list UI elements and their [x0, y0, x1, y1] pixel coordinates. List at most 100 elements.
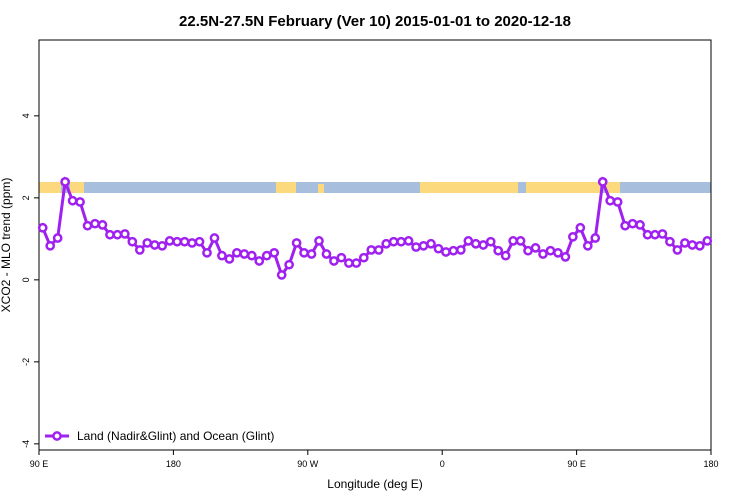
point [605, 195, 616, 206]
land-band [420, 182, 518, 193]
point [209, 233, 220, 243]
point [134, 245, 145, 255]
x-tick-label: 180 [166, 459, 181, 469]
point [672, 245, 683, 255]
point [433, 243, 444, 254]
point [329, 256, 339, 266]
point [508, 236, 518, 246]
point [366, 245, 377, 255]
point [284, 259, 294, 270]
land-band [70, 182, 84, 193]
point [500, 250, 511, 261]
point [373, 245, 384, 255]
point [418, 240, 429, 251]
point [553, 247, 563, 258]
point [306, 249, 317, 259]
point [351, 258, 362, 268]
point [75, 197, 85, 207]
x-tick-label: 0 [440, 459, 445, 469]
point [463, 236, 474, 246]
x-tick-label: 90 W [297, 459, 319, 469]
point [246, 250, 257, 261]
x-tick-label: 90 E [30, 459, 49, 469]
point [344, 258, 354, 268]
y-tick-label: -2 [21, 358, 31, 366]
x-tick-label: 90 E [567, 459, 586, 469]
point [261, 250, 272, 261]
point [575, 222, 586, 233]
point [665, 236, 675, 247]
point [523, 245, 533, 256]
point [149, 240, 160, 250]
point [269, 247, 280, 258]
point [52, 233, 63, 243]
chart-title: 22.5N-27.5N February (Ver 10) 2015-01-01… [179, 13, 571, 30]
point [627, 218, 638, 229]
point [530, 243, 541, 253]
point [82, 220, 93, 231]
point [336, 252, 347, 263]
point [657, 229, 668, 239]
point [37, 222, 48, 233]
point [515, 236, 526, 246]
land-band [276, 182, 296, 193]
y-tick-label: 0 [21, 277, 31, 282]
point [321, 249, 332, 259]
point [105, 229, 115, 240]
point [60, 177, 70, 187]
point [142, 238, 153, 248]
y-tick-label: -4 [21, 440, 31, 448]
point [358, 252, 369, 263]
point [538, 249, 548, 259]
land-band [606, 182, 620, 193]
point [597, 177, 608, 187]
series-line [41, 175, 709, 279]
x-tick-label: 180 [703, 459, 718, 469]
point [232, 247, 242, 258]
land-band [526, 182, 600, 193]
point [90, 218, 100, 229]
point [470, 238, 481, 249]
point [381, 238, 392, 249]
ocean-band [39, 182, 711, 193]
point [441, 247, 451, 257]
point [411, 242, 421, 252]
point [694, 240, 705, 251]
point [426, 238, 436, 249]
point [456, 245, 466, 255]
legend: Land (Nadir&Glint) and Ocean (Glint) [45, 429, 274, 443]
y-axis-label: XCO2 - MLO trend (ppm) [0, 178, 13, 313]
point [314, 236, 324, 246]
point [396, 236, 406, 247]
point [45, 240, 56, 251]
point [680, 238, 690, 248]
point [702, 236, 713, 246]
x-axis-label: Longitude (deg E) [327, 477, 422, 491]
plot-frame [38, 39, 712, 451]
point [388, 236, 399, 247]
land-band [39, 182, 61, 193]
point [687, 240, 698, 250]
point [612, 197, 623, 207]
point [179, 236, 190, 247]
point [164, 236, 175, 246]
point [493, 245, 504, 256]
point [276, 270, 287, 280]
point [239, 249, 250, 259]
point [545, 245, 556, 256]
point [157, 240, 168, 251]
point [403, 236, 414, 246]
point [582, 240, 593, 251]
legend-label: Land (Nadir&Glint) and Ocean (Glint) [77, 429, 274, 443]
point [620, 220, 630, 231]
point [202, 247, 212, 258]
point [560, 252, 571, 262]
legend-marker [52, 431, 62, 441]
point [120, 229, 130, 239]
y-tick-label: 4 [21, 113, 31, 118]
point [67, 195, 78, 206]
point [485, 236, 496, 247]
point [590, 233, 601, 243]
point [650, 229, 660, 240]
